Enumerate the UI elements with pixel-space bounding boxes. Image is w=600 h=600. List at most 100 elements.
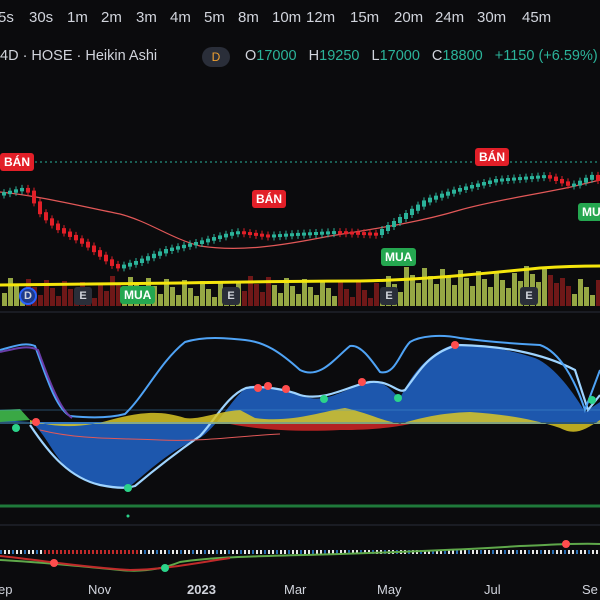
volume-bar <box>38 295 43 306</box>
histogram-bar <box>512 550 514 554</box>
volume-bar <box>56 296 61 306</box>
buy-signal[interactable]: MUA <box>120 286 156 304</box>
candle-body <box>308 232 312 236</box>
candle-body <box>542 175 546 179</box>
candle-body <box>290 233 294 237</box>
candle-body <box>164 249 168 254</box>
timeframe-2m[interactable]: 2m <box>101 9 122 26</box>
x-tick: ep <box>0 582 13 597</box>
timeframe-5m[interactable]: 5m <box>204 9 225 26</box>
candle-body <box>326 231 330 235</box>
histogram-bar <box>544 550 546 554</box>
volume-bar <box>272 285 277 306</box>
timeframe-20m[interactable]: 20m <box>394 9 424 26</box>
histogram-bar <box>20 550 22 554</box>
volume-bar <box>164 279 169 306</box>
sell-signal[interactable]: BÁN <box>475 148 509 166</box>
histogram-bar <box>164 550 166 554</box>
timeframe-45m[interactable]: 45m <box>522 9 552 26</box>
histogram-bar <box>580 550 582 554</box>
volume-bar <box>44 280 49 306</box>
timeframe-10m[interactable]: 10m <box>272 9 302 26</box>
histogram-bar <box>188 550 190 554</box>
candle-body <box>578 180 582 186</box>
candle-body <box>434 195 438 200</box>
candle-body <box>44 212 48 221</box>
histogram-bar <box>208 550 210 554</box>
candle-body <box>242 231 246 235</box>
histogram-bar <box>464 550 466 554</box>
volume-bar <box>374 283 379 306</box>
chart-canvas[interactable] <box>0 0 600 578</box>
histogram-bar <box>560 550 562 554</box>
timeframe-3m[interactable]: 3m <box>136 9 157 26</box>
marker-red <box>451 341 459 349</box>
timeframe-1m[interactable]: 1m <box>67 9 88 26</box>
sell-signal[interactable]: BÁN <box>252 190 286 208</box>
volume-bar <box>362 290 367 306</box>
histogram-bar <box>72 550 74 554</box>
volume-bar <box>404 267 409 306</box>
volume-bar <box>596 280 600 306</box>
volume-bar <box>2 293 7 306</box>
data-source-badge[interactable]: D <box>202 47 230 67</box>
volume-bar <box>512 273 517 306</box>
volume-bar <box>548 275 553 306</box>
timeframe-30m[interactable]: 30m <box>477 9 507 26</box>
sell-signal[interactable]: BÁN <box>0 153 34 171</box>
timeframe-5s[interactable]: 5s <box>0 9 14 26</box>
volume-bar <box>194 296 199 306</box>
histogram-bar <box>588 550 590 554</box>
earnings-event-icon[interactable]: E <box>380 287 398 305</box>
candle-body <box>56 223 60 231</box>
histogram-bar <box>156 550 158 554</box>
dividend-event-icon[interactable]: D <box>19 287 37 305</box>
volume-bar <box>578 279 583 306</box>
histogram-bar <box>104 550 106 554</box>
bottom-red-line <box>0 555 231 572</box>
earnings-event-icon[interactable]: E <box>520 287 538 305</box>
symbol-title[interactable]: 4D · HOSE · Heikin Ashi <box>0 48 158 64</box>
histogram-bar <box>524 550 526 554</box>
histogram-bar <box>88 550 90 554</box>
histogram-bar <box>204 550 206 554</box>
histogram-bar <box>292 550 294 554</box>
timeframe-30s[interactable]: 30s <box>29 9 54 26</box>
candle-body <box>482 182 486 186</box>
timeframe-15m[interactable]: 15m <box>350 9 380 26</box>
earnings-event-icon[interactable]: E <box>74 287 92 305</box>
histogram-bar <box>564 550 566 554</box>
histogram-bar <box>212 550 214 554</box>
histogram-bar <box>360 550 362 554</box>
histogram-bar <box>128 550 130 554</box>
candle-body <box>38 201 42 215</box>
histogram-bar <box>152 550 154 554</box>
timeframe-12m[interactable]: 12m <box>306 9 336 26</box>
earnings-event-icon[interactable]: E <box>222 287 240 305</box>
timeframe-8m[interactable]: 8m <box>238 9 259 26</box>
histogram-bar <box>160 550 162 554</box>
volume-bar <box>116 284 121 306</box>
volume-bar <box>110 276 115 306</box>
histogram-bar <box>236 550 238 554</box>
histogram-bar <box>552 550 554 554</box>
marker-green <box>320 395 328 403</box>
histogram-bar <box>8 550 10 554</box>
x-tick: 2023 <box>187 582 216 597</box>
histogram-bar <box>460 550 462 554</box>
histogram-bar <box>352 550 354 554</box>
marker-green <box>124 484 132 492</box>
histogram-bar <box>244 550 246 554</box>
histogram-bar <box>528 550 530 554</box>
histogram-bar <box>312 550 314 554</box>
volume-bar <box>14 286 19 306</box>
histogram-bar <box>140 550 142 554</box>
zone-red <box>230 424 410 431</box>
timeframe-4m[interactable]: 4m <box>170 9 191 26</box>
volume-bar <box>92 298 97 306</box>
candle-body <box>152 253 156 259</box>
histogram-bar <box>28 550 30 554</box>
buy-signal[interactable]: MUA <box>381 248 417 266</box>
buy-signal[interactable]: MUA <box>578 203 600 221</box>
timeframe-24m[interactable]: 24m <box>435 9 465 26</box>
